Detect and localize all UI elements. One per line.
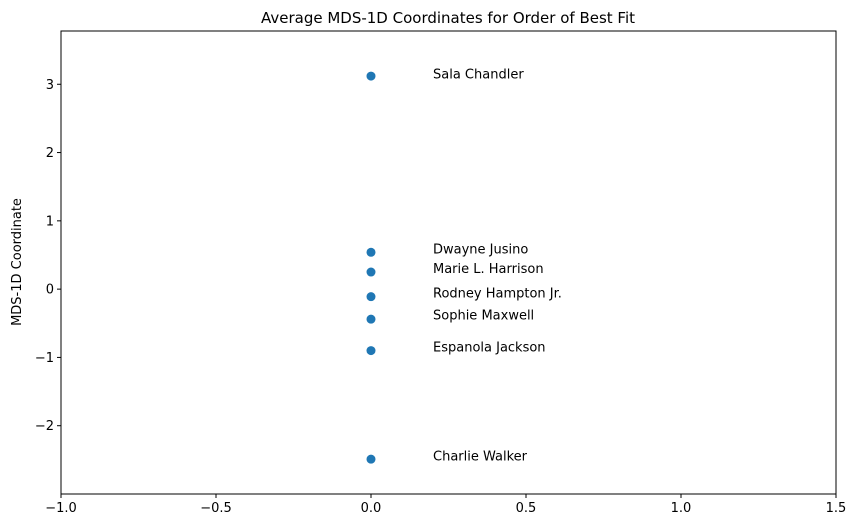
y-tick-label: 1 — [46, 214, 54, 229]
axes-frame — [60, 30, 837, 495]
point-label: Dwayne Jusino — [433, 242, 528, 257]
x-tick-label: 1.0 — [671, 501, 692, 516]
y-tick-label: 3 — [46, 78, 54, 93]
point-label: Sophie Maxwell — [433, 309, 534, 324]
chart-title: Average MDS-1D Coordinates for Order of … — [261, 9, 635, 27]
point-label: Espanola Jackson — [433, 341, 546, 356]
y-tick-label: 2 — [46, 146, 54, 161]
point-label: Sala Chandler — [433, 68, 524, 83]
data-point — [366, 314, 376, 324]
data-point — [366, 71, 376, 81]
data-point — [366, 346, 376, 356]
x-tick-label: −1.0 — [45, 501, 77, 516]
data-point — [366, 454, 376, 464]
y-tick-label: −2 — [35, 419, 54, 434]
point-label: Marie L. Harrison — [433, 262, 544, 277]
x-tick-label: 0.5 — [516, 501, 537, 516]
x-tick-label: 1.5 — [826, 501, 847, 516]
data-point — [366, 267, 376, 277]
x-tick-label: 0.0 — [361, 501, 382, 516]
y-tick-label: 0 — [46, 283, 54, 298]
y-axis-label: MDS-1D Coordinate — [10, 198, 25, 326]
plot-area: −1.0 −0.5 0.0 0.5 1.0 1.5 −2 −1 0 1 2 3 Sala Chandle… — [35, 68, 847, 516]
x-tick-label: −0.5 — [200, 501, 232, 516]
data-point — [366, 247, 376, 257]
y-tick-label: −1 — [35, 351, 54, 366]
point-label: Charlie Walker — [433, 449, 528, 464]
data-point — [366, 292, 376, 302]
point-label: Rodney Hampton Jr. — [433, 287, 562, 302]
